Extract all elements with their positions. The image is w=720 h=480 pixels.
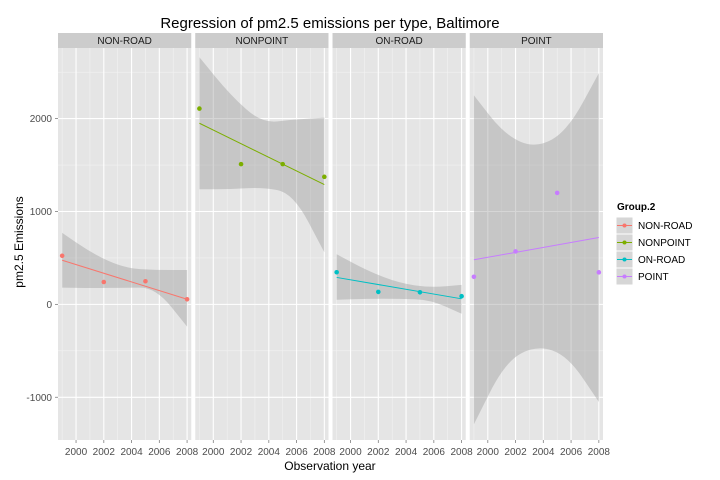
regression-line bbox=[62, 259, 188, 300]
legend-key-point bbox=[622, 274, 627, 279]
x-tick-label: 2002 bbox=[93, 447, 116, 458]
data-point bbox=[554, 190, 560, 196]
data-point bbox=[101, 279, 107, 285]
x-tick-label: 2002 bbox=[504, 447, 527, 458]
x-tick-label: 2008 bbox=[450, 447, 473, 458]
regression-line bbox=[473, 237, 599, 261]
confidence-band bbox=[336, 254, 462, 314]
data-point bbox=[322, 174, 327, 180]
x-tick-label: 2000 bbox=[202, 447, 225, 458]
x-tick-label: 2002 bbox=[230, 447, 253, 458]
legend-key-point bbox=[622, 257, 627, 262]
legend-item-point: POINT bbox=[615, 267, 669, 286]
facet-on-road: ON-ROAD 2000 2002 2004 2006 2008 bbox=[332, 33, 473, 458]
data-point bbox=[471, 274, 477, 280]
y-axis: -1000 0 1000 2000 bbox=[26, 114, 58, 404]
panel-background bbox=[332, 48, 466, 440]
legend-key-point bbox=[622, 223, 627, 228]
facet-strip-label: POINT bbox=[521, 36, 552, 47]
legend-item-on-road: ON-ROAD bbox=[615, 250, 685, 269]
x-tick-label: 2004 bbox=[120, 447, 143, 458]
x-tick-label: 2004 bbox=[532, 447, 555, 458]
y-tick-label: -1000 bbox=[26, 393, 52, 404]
x-tick-label: 2006 bbox=[285, 447, 308, 458]
facet-point: POINT 2000 2002 2004 2006 2008 bbox=[469, 33, 611, 458]
facet-strip-label: NON-ROAD bbox=[97, 36, 151, 47]
x-tick-label: 2008 bbox=[176, 447, 199, 458]
data-point bbox=[376, 289, 381, 295]
regression-line bbox=[336, 276, 462, 300]
legend-label: NONPOINT bbox=[638, 238, 691, 249]
x-tick-label: 2008 bbox=[313, 447, 336, 458]
y-tick-label: 0 bbox=[46, 300, 52, 311]
legend: Group.2 NON-ROAD NONPOINT ON-ROAD POINT bbox=[615, 202, 692, 286]
data-point bbox=[334, 269, 339, 275]
x-tick-label: 2004 bbox=[395, 447, 418, 458]
data-point bbox=[184, 296, 190, 302]
panel-background bbox=[469, 48, 603, 440]
x-tick-label: 2004 bbox=[258, 447, 281, 458]
facet-non-road: NON-ROAD 2000 2002 2004 2006 2008 bbox=[58, 33, 199, 458]
regression-line bbox=[199, 122, 325, 185]
panel-background bbox=[195, 48, 329, 440]
data-point bbox=[238, 161, 244, 167]
data-point bbox=[417, 290, 423, 295]
legend-label: NON-ROAD bbox=[638, 221, 692, 232]
x-axis-title: Observation year bbox=[284, 459, 375, 473]
legend-key-point bbox=[622, 240, 627, 245]
legend-item-nonpoint: NONPOINT bbox=[615, 233, 691, 252]
x-tick-label: 2002 bbox=[367, 447, 390, 458]
y-tick-label: 2000 bbox=[30, 114, 53, 125]
facet-strip bbox=[58, 33, 192, 48]
x-tick-label: 2008 bbox=[588, 447, 611, 458]
facet-strip bbox=[469, 33, 603, 48]
x-tick-label: 2000 bbox=[477, 447, 500, 458]
y-tick-label: 1000 bbox=[30, 207, 53, 218]
y-axis-title: pm2.5 Emissions bbox=[12, 196, 26, 287]
data-point bbox=[143, 278, 148, 284]
facet-strip bbox=[332, 33, 466, 48]
facet-strip-label: NONPOINT bbox=[235, 36, 288, 47]
x-tick-label: 2000 bbox=[339, 447, 362, 458]
legend-label: ON-ROAD bbox=[638, 255, 685, 266]
data-point bbox=[513, 249, 518, 254]
confidence-band bbox=[199, 57, 325, 253]
data-point bbox=[280, 161, 285, 167]
panel-background bbox=[58, 48, 192, 440]
x-tick-label: 2006 bbox=[560, 447, 583, 458]
facet-strip bbox=[195, 33, 329, 48]
data-point bbox=[459, 293, 464, 299]
facet-panels: NON-ROAD 2000 2002 2004 2006 2008 NONPOINT 2000… bbox=[58, 33, 610, 458]
x-tick-label: 2006 bbox=[423, 447, 446, 458]
legend-title: Group.2 bbox=[617, 202, 656, 213]
chart-title: Regression of pm2.5 emissions per type, … bbox=[160, 15, 499, 32]
legend-item-non-road: NON-ROAD bbox=[615, 216, 692, 235]
data-point bbox=[596, 270, 602, 275]
data-point bbox=[59, 253, 65, 259]
legend-label: POINT bbox=[638, 272, 669, 283]
data-point bbox=[197, 106, 202, 111]
x-tick-label: 2006 bbox=[148, 447, 171, 458]
facet-nonpoint: NONPOINT 2000 2002 2004 2006 2008 bbox=[195, 33, 336, 458]
facet-strip-label: ON-ROAD bbox=[376, 36, 423, 47]
x-tick-label: 2000 bbox=[65, 447, 88, 458]
